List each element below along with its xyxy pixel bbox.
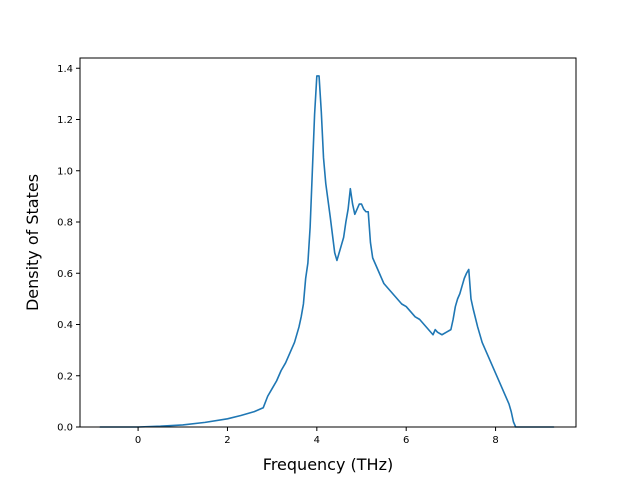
y-tick-label: 0.0 xyxy=(57,423,73,434)
x-tick-label: 8 xyxy=(492,435,498,446)
series-line-0 xyxy=(99,75,555,428)
x-tick-label: 0 xyxy=(135,435,141,446)
y-tick-label: 1.0 xyxy=(57,166,73,177)
plot-frame xyxy=(79,57,577,428)
y-axis-ticks: 0.0 0.2 0.4 0.6 0.8 1.0 1.2 1.4 xyxy=(57,64,80,434)
series-layer xyxy=(99,75,555,428)
x-tick-label: 6 xyxy=(403,435,409,446)
y-axis-label: Density of States xyxy=(23,174,42,311)
y-tick-label: 0.4 xyxy=(57,320,73,331)
x-axis-ticks: 0 2 4 6 8 xyxy=(135,427,499,446)
plot-background xyxy=(80,58,576,427)
y-tick-label: 0.2 xyxy=(57,371,73,382)
x-axis-label: Frequency (THz) xyxy=(263,455,393,474)
x-tick-label: 4 xyxy=(314,435,320,446)
y-tick-label: 1.2 xyxy=(57,115,73,126)
y-tick-label: 1.4 xyxy=(57,64,73,75)
y-tick-label: 0.8 xyxy=(57,218,73,229)
x-tick-label: 2 xyxy=(224,435,230,446)
y-tick-label: 0.6 xyxy=(57,269,73,280)
